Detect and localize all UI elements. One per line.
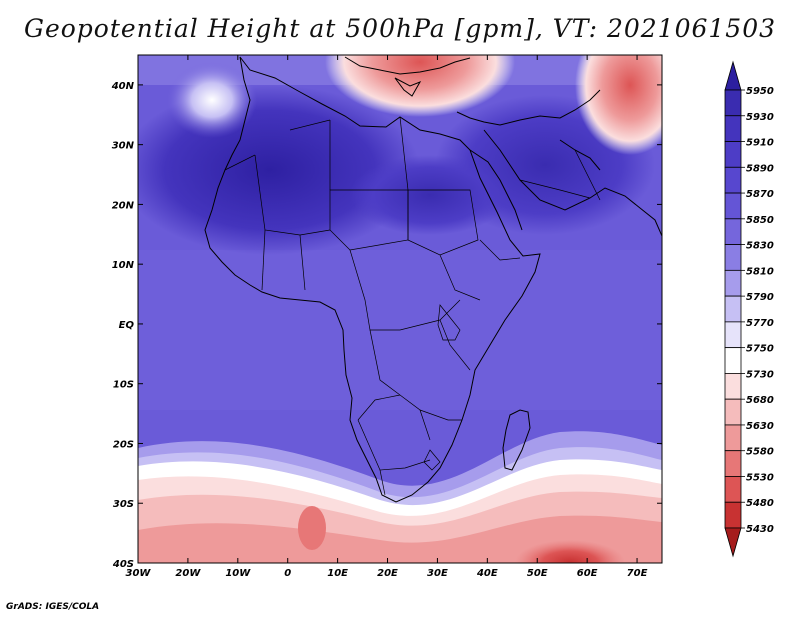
colorbar-label: 5750: [746, 344, 774, 355]
lon-tick-label: 70E: [627, 568, 648, 579]
colorbar-label: 5630: [746, 421, 774, 432]
lon-tick-label: 50E: [527, 568, 548, 579]
colorbar-swatch: [724, 321, 742, 349]
colorbar-swatch: [724, 424, 742, 452]
colorbar-label: 5770: [746, 318, 774, 329]
colorbar-swatch: [724, 398, 742, 426]
lon-tick-label: 60E: [577, 568, 598, 579]
lon-tick-label: 20E: [377, 568, 398, 579]
lon-tick-label: 10E: [327, 568, 348, 579]
colorbar-label: 5830: [746, 241, 774, 252]
colorbar-swatch: [724, 450, 742, 477]
colorbar-swatch: [724, 476, 742, 503]
colorbar-swatch: [724, 115, 742, 142]
colorbar-label: 5790: [746, 292, 774, 303]
lon-tick-label: 0: [284, 568, 291, 579]
colorbar: 5950 5930 5910 5890 5870 5850 5830 5810 5790 5770…: [724, 60, 774, 558]
colorbar-swatch: [724, 218, 742, 245]
lon-tick-label: 30W: [126, 568, 152, 579]
lat-tick-label: 20S: [113, 439, 134, 450]
colorbar-label: 5850: [746, 215, 774, 226]
colorbar-top-triangle: [724, 60, 742, 91]
colorbar-label: 5580: [746, 447, 774, 458]
colorbar-swatch: [724, 244, 742, 271]
lat-tick-label: 30N: [112, 141, 135, 152]
colorbar-label: 5730: [746, 369, 774, 380]
lat-tick-label: 10N: [112, 260, 135, 271]
colorbar-label: 5430: [746, 524, 774, 535]
lat-tick-label: 40S: [112, 559, 134, 570]
lon-tick-label: 10W: [225, 568, 251, 579]
map-title: Geopotential Height at 500hPa [gpm], VT:…: [23, 14, 777, 43]
colorbar-swatch: [724, 501, 742, 529]
colorbar-label: 5530: [746, 472, 774, 483]
colorbar-swatch: [724, 347, 742, 374]
latitude-axis: 40N 30N 20N 10N EQ 10S 20S 30S 40S: [111, 81, 662, 570]
coastlines: [204, 56, 662, 503]
colorbar-swatch: [724, 192, 742, 220]
colorbar-label: 5810: [746, 266, 774, 277]
colorbar-label: 5930: [746, 112, 774, 123]
colorbar-swatch: [724, 89, 742, 117]
colorbar-label: 5890: [746, 163, 774, 174]
colorbar-swatch: [724, 373, 742, 400]
lon-tick-label: 30E: [427, 568, 448, 579]
lat-tick-label: 40N: [111, 81, 135, 92]
lon-tick-label: 20W: [175, 568, 201, 579]
lat-tick-label: EQ: [119, 320, 135, 331]
colorbar-bottom-triangle: [724, 527, 742, 558]
colorbar-label: 5680: [746, 395, 774, 406]
longitude-axis: 30W 20W 10W 0 10E 20E 30E 40E 50E 60E 70E: [126, 55, 648, 579]
colorbar-label: 5870: [746, 189, 774, 200]
country-borders: [224, 116, 601, 496]
colorbar-swatch: [724, 295, 742, 323]
colorbar-label: 5950: [746, 86, 774, 97]
colorbar-swatch: [724, 166, 742, 194]
lon-tick-label: 40E: [476, 568, 498, 579]
lat-tick-label: 30S: [113, 499, 134, 510]
plot-frame: [137, 54, 663, 564]
colorbar-swatch: [724, 141, 742, 168]
height-field: [138, 55, 662, 563]
lat-tick-label: 10S: [113, 380, 134, 391]
colorbar-label: 5910: [746, 138, 774, 149]
grads-credit: GrADS: IGES/COLA: [6, 602, 100, 612]
colorbar-label: 5480: [746, 498, 774, 509]
lat-tick-label: 20N: [112, 200, 135, 211]
colorbar-swatch: [724, 269, 742, 297]
